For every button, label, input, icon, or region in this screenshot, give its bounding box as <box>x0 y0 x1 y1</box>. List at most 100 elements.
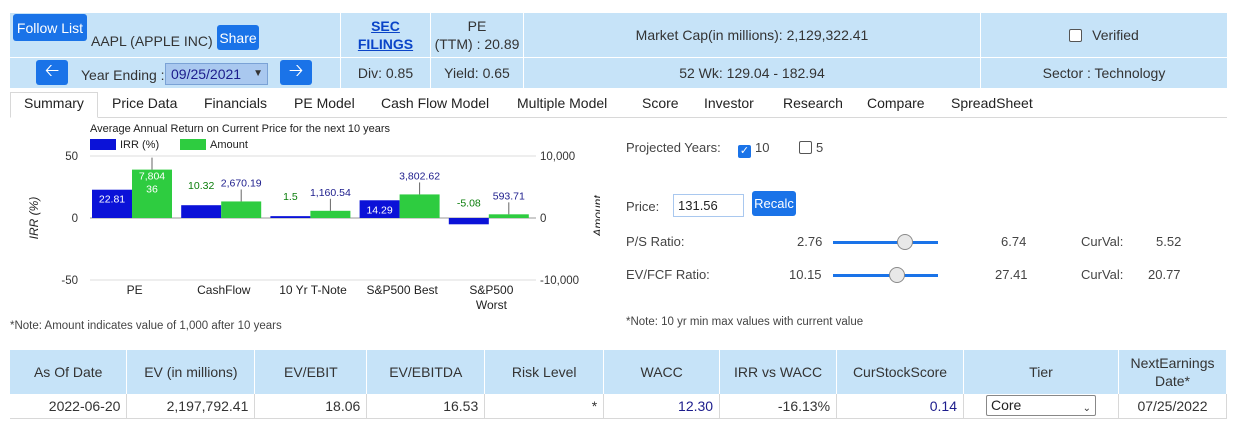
data-label-irr: -5.08 <box>457 197 481 209</box>
ev-fcf-slider-thumb[interactable] <box>889 267 906 283</box>
table-row: 2022-06-20 2,197,792.41 18.06 16.53 * 12… <box>10 394 1228 419</box>
year-ending-label: Year Ending : <box>81 67 165 83</box>
data-label-irr: 22.81 <box>99 194 125 206</box>
year-ending-select[interactable]: 09/25/2021 ▼ <box>165 63 268 85</box>
verified-checkbox[interactable] <box>1069 28 1083 42</box>
ev-curval-label: CurVal: <box>1081 267 1124 282</box>
recalc-button[interactable]: Recalc <box>752 191 796 216</box>
tab-price-data[interactable]: Price Data <box>112 95 178 111</box>
tab-financials[interactable]: Financials <box>204 95 268 111</box>
col-as-of-date: As Of Date <box>10 350 128 394</box>
col-risk-level: Risk Level <box>484 350 605 394</box>
active-tab-indicator <box>10 92 98 118</box>
year-ending-value: 09/25/2021 <box>171 66 242 82</box>
tab-bar: Summary Price Data Financials PE Model C… <box>10 92 1227 118</box>
y-tick-label: -50 <box>61 275 78 287</box>
bar-irr <box>92 189 132 218</box>
bar-amount <box>399 194 440 218</box>
projected-10-option[interactable]: ✓ 10 <box>738 140 769 158</box>
col-irr-vs-wacc: IRR vs WACC <box>719 350 838 394</box>
ps-ratio-min: 2.76 <box>797 234 823 249</box>
tier-value: Core <box>990 397 1022 414</box>
projected-10-label: 10 <box>755 140 770 155</box>
projected-5-option[interactable]: 5 <box>799 140 823 155</box>
cell-ev-ebitda: 16.53 <box>366 394 486 419</box>
ev-curval: 20.77 <box>1148 267 1181 282</box>
cell-ev: 2,197,792.41 <box>126 394 256 419</box>
sec-link-line1[interactable]: SEC <box>371 18 400 34</box>
price-input[interactable]: 131.56 <box>673 194 744 217</box>
x-tick-label: 10 Yr T-Note <box>279 283 347 297</box>
prev-year-arrow-icon[interactable]: 🡠 <box>36 60 68 85</box>
ps-ratio-label: P/S Ratio: <box>626 234 685 249</box>
ev-fcf-label: EV/FCF Ratio: <box>626 267 710 282</box>
tab-investor[interactable]: Investor <box>704 95 754 111</box>
legend-swatch <box>90 139 116 150</box>
next-earnings-line1: NextEarnings <box>1130 355 1215 371</box>
y-tick-label: 0 <box>72 213 78 225</box>
table-header-row: As Of Date EV (in millions) EV/EBIT EV/E… <box>10 350 1228 394</box>
tab-multiple-model[interactable]: Multiple Model <box>517 95 608 111</box>
y-axis-title: IRR (%) <box>27 197 41 240</box>
projection-note: *Note: 10 yr min max values with current… <box>626 316 864 328</box>
y-tick-label: 50 <box>65 151 78 163</box>
checkmark-icon[interactable]: ✓ <box>738 145 751 158</box>
cell-irr-vs-wacc: -16.13% <box>719 394 838 419</box>
data-label-amount: 3,802.62 <box>399 170 440 182</box>
y2-tick-label: 0 <box>540 213 546 225</box>
cell-score: 0.14 <box>836 394 964 419</box>
pe-label: PE <box>467 18 487 34</box>
dividend: Div: 0.85 <box>340 58 430 88</box>
ev-fcf-max: 27.41 <box>995 267 1028 282</box>
ev-fcf-slider[interactable] <box>833 274 938 277</box>
bar-irr <box>359 200 400 218</box>
y2-tick-label: -10,000 <box>540 275 579 287</box>
tab-pe-model[interactable]: PE Model <box>294 95 355 111</box>
data-label-amount: 593.71 <box>493 190 525 202</box>
col-cur-stock-score: CurStockScore <box>836 350 964 394</box>
tab-research[interactable]: Research <box>783 95 843 111</box>
bar-amount <box>310 210 351 218</box>
col-tier: Tier <box>963 350 1119 394</box>
cell-wacc: 12.30 <box>603 394 721 419</box>
ps-curval-label: CurVal: <box>1081 234 1124 249</box>
verified-label: Verified <box>1092 27 1139 43</box>
projected-years-label: Projected Years: <box>626 140 721 155</box>
col-ev: EV (in millions) <box>126 350 256 394</box>
next-year-arrow-icon[interactable]: 🡢 <box>280 60 312 85</box>
legend-swatch <box>180 139 206 150</box>
tier-select[interactable]: Core ⌄ <box>985 395 1096 417</box>
cell-next-earnings: 07/25/2022 <box>1118 394 1228 419</box>
tab-compare[interactable]: Compare <box>867 95 925 111</box>
bar-amount <box>221 201 262 218</box>
y2-tick-label: 10,000 <box>540 151 575 163</box>
data-label-amount-line2: 36 <box>146 184 158 196</box>
sec-filings-link[interactable]: SEC FILINGS <box>340 13 430 57</box>
tab-spreadsheet[interactable]: SpreadSheet <box>951 95 1033 111</box>
legend-label: IRR (%) <box>120 139 159 151</box>
ps-ratio-slider[interactable] <box>833 241 938 244</box>
data-label-irr: 1.5 <box>283 191 298 203</box>
bar-irr <box>270 216 311 218</box>
tab-cash-flow-model[interactable]: Cash Flow Model <box>381 95 490 111</box>
tab-summary[interactable]: Summary <box>24 95 84 111</box>
market-cap: Market Cap(in millions): 2,129,322.41 <box>523 13 980 57</box>
chevron-down-icon: ▼ <box>253 68 263 79</box>
legend-label: Amount <box>210 139 248 151</box>
share-button[interactable]: Share <box>217 25 259 50</box>
ps-ratio-slider-thumb[interactable] <box>897 234 914 250</box>
pe-cell: PE (TTM) : 20.89 <box>430 13 523 57</box>
verified-cell[interactable]: Verified <box>980 13 1227 57</box>
x-tick-label: S&P500 Best <box>367 283 439 297</box>
bar-irr <box>181 205 222 218</box>
sec-link-line2[interactable]: FILINGS <box>357 36 414 52</box>
follow-list-button[interactable]: Follow List <box>13 14 87 41</box>
projected-5-label: 5 <box>816 140 824 155</box>
checkbox-5[interactable] <box>799 141 812 154</box>
sector: Sector : Technology <box>980 58 1227 88</box>
tab-score[interactable]: Score <box>642 95 679 111</box>
header-divider <box>10 57 1227 58</box>
data-label-amount: 2,670.19 <box>221 177 262 189</box>
return-chart: Average Annual Return on Current Price f… <box>10 120 605 335</box>
data-label-irr: 10.32 <box>188 180 214 192</box>
